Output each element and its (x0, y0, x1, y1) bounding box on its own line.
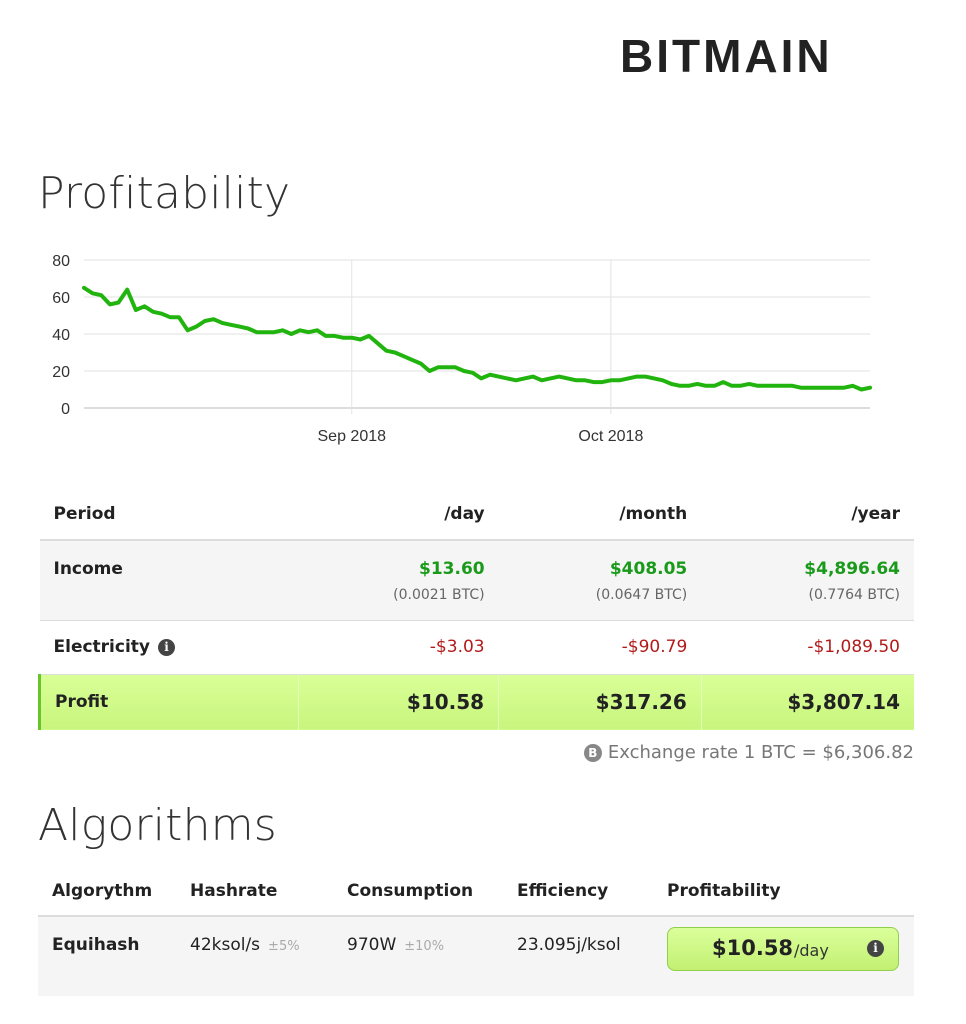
info-icon[interactable]: i (867, 940, 884, 957)
profit-day: $10.58 (298, 674, 500, 730)
consumption-cell: 970W ±10% (333, 916, 503, 996)
income-month-value: $408.05 (609, 559, 688, 579)
electricity-row: Electricity i -$3.03 -$90.79 -$1,089.50 (39, 620, 914, 675)
header-period: Period (39, 488, 299, 541)
income-day-btc: (0.0021 BTC) (393, 587, 485, 603)
income-year-btc: (0.7764 BTC) (808, 587, 900, 603)
hashrate-cell: 42ksol/s ±5% (176, 916, 333, 996)
profit-year: $3,807.14 (701, 674, 914, 730)
income-month: $408.05 (0.0647 BTC) (498, 540, 702, 621)
electricity-cell: Electricity i (39, 620, 299, 675)
income-month-btc: (0.0647 BTC) (595, 587, 688, 603)
profitability-series-line (82, 285, 872, 392)
y-tick-label: 0 (61, 401, 70, 418)
profit-month: $317.26 (498, 674, 702, 730)
income-label: Income (39, 540, 299, 621)
algorithms-header-row: Algorythm Hashrate Consumption Efficienc… (38, 866, 914, 917)
consumption-tolerance: ±10% (404, 939, 445, 954)
electricity-day: -$3.03 (298, 620, 499, 675)
chart-x-axis: Sep 2018 Oct 2018 (318, 428, 644, 445)
y-tick-label: 20 (52, 364, 70, 381)
algorithms-title: Algorithms (38, 800, 277, 851)
y-tick-label: 40 (52, 327, 70, 344)
profit-row: Profit $10.58 $317.26 $3,807.14 (37, 674, 914, 730)
table-row: Equihash 42ksol/s ±5% 970W ±10% 23.095j/ks… (38, 916, 914, 996)
profit-label: Profit (37, 674, 300, 730)
exchange-rate-text: Exchange rate 1 BTC = $6,306.82 (607, 742, 914, 763)
income-year-value: $4,896.64 (804, 559, 900, 579)
header-hashrate: Hashrate (176, 866, 333, 917)
header-day: /day (298, 488, 499, 541)
algorithms-table: Algorythm Hashrate Consumption Efficienc… (38, 866, 914, 996)
hashrate-tolerance: ±5% (268, 939, 300, 954)
profitability-cell: $10.58 /day i (653, 916, 914, 996)
algorithm-name: Equihash (38, 916, 176, 996)
electricity-year: -$1,089.50 (701, 620, 914, 675)
y-tick-label: 80 (52, 253, 70, 270)
header-consumption: Consumption (333, 866, 503, 917)
header-profitability: Profitability (653, 866, 914, 917)
header-algorithm: Algorythm (38, 866, 176, 917)
profitability-badge[interactable]: $10.58 /day i (667, 927, 899, 971)
profitability-title: Profitability (38, 168, 291, 219)
income-day: $13.60 (0.0021 BTC) (298, 540, 499, 621)
header-efficiency: Efficiency (503, 866, 653, 917)
exchange-rate: B Exchange rate 1 BTC = $6,306.82 (583, 742, 914, 763)
header-month: /month (498, 488, 702, 541)
chart-y-axis: 0 20 40 60 80 (52, 253, 70, 418)
bitmain-logo: BITMAIN (620, 30, 833, 80)
profitability-value: $10.58 (712, 936, 794, 960)
profitability-unit: /day (794, 941, 829, 960)
bitcoin-icon: B (583, 744, 602, 762)
consumption-value: 970W (347, 935, 397, 955)
info-icon[interactable]: i (158, 639, 175, 656)
efficiency-value: 23.095j/ksol (503, 916, 653, 996)
electricity-month: -$90.79 (498, 620, 702, 675)
x-tick-label: Oct 2018 (578, 428, 643, 445)
income-row: Income $13.60 (0.0021 BTC) $408.05 (0.06… (39, 540, 914, 621)
income-day-value: $13.60 (419, 559, 485, 579)
header-year: /year (701, 488, 914, 541)
profitability-table: Period /day /month /year Income $13.60 (… (37, 488, 914, 730)
x-tick-label: Sep 2018 (318, 428, 387, 445)
hashrate-value: 42ksol/s (190, 935, 261, 955)
chart-grid (84, 259, 870, 414)
income-year: $4,896.64 (0.7764 BTC) (701, 540, 914, 621)
table-header-row: Period /day /month /year (39, 488, 914, 541)
profitability-chart: 0 20 40 60 80 Sep 2018 Oct 2018 (52, 253, 872, 445)
logo-text: BITMAIN (620, 30, 833, 80)
electricity-label: Electricity (53, 637, 151, 657)
y-tick-label: 60 (52, 290, 70, 307)
